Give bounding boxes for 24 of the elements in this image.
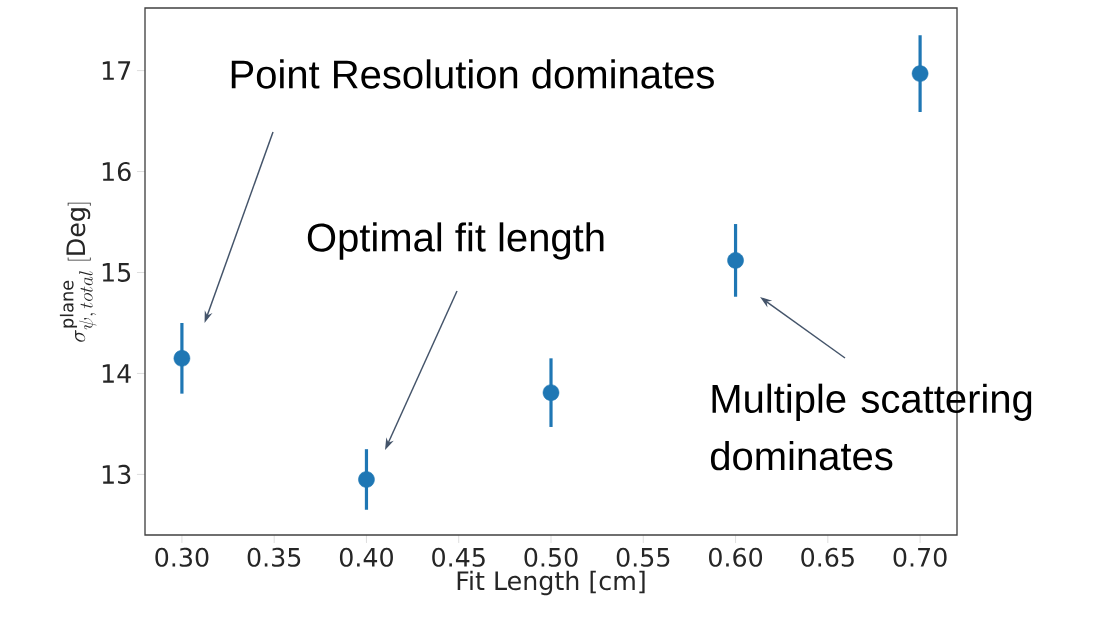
- x-tick-label: 0.60: [709, 547, 763, 567]
- point: [358, 471, 375, 488]
- y-tick-label: 17: [102, 61, 131, 80]
- x-tick-label: 0.35: [247, 547, 301, 567]
- point: [542, 384, 560, 401]
- y-tick-label: 13: [102, 464, 131, 484]
- annotation: Optimal fit length: [307, 222, 604, 260]
- y-tick-label: 14: [102, 364, 131, 383]
- annotation: Point Resolution dominates: [231, 59, 714, 89]
- annotation: Multiple scattering dominates: [710, 383, 1032, 471]
- point: [911, 65, 929, 82]
- y-axis-title: $\sigma^{\mathrm{plane}}_{\psi,\,total}\;\mathrm{[Deg]}$: [59, 202, 97, 342]
- x-tick-label: 0.50: [524, 547, 578, 567]
- x-tick-label: 0.40: [339, 547, 393, 567]
- point: [727, 252, 744, 269]
- point: [173, 350, 191, 367]
- y-tick-label: 15: [102, 263, 131, 282]
- x-tick-label: 0.55: [616, 547, 670, 567]
- x-tick-label: 0.30: [155, 547, 209, 567]
- y-tick-label: 16: [102, 161, 131, 182]
- x-axis-title: Fit Length [cm]: [457, 570, 645, 596]
- x-tick-label: 0.45: [432, 547, 485, 567]
- x-tick-label: 0.65: [801, 547, 854, 567]
- x-tick-label: 0.70: [893, 547, 947, 567]
